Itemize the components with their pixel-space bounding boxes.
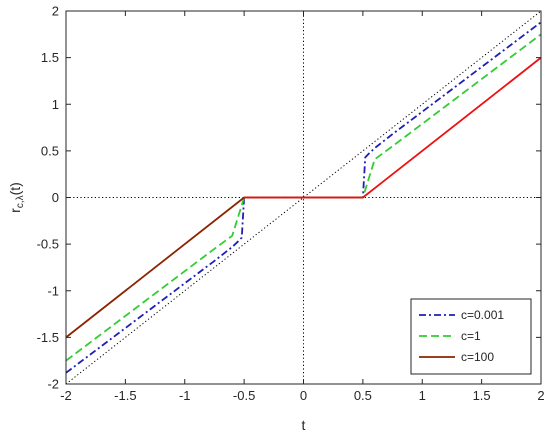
x-tick-label: -2 bbox=[60, 388, 72, 403]
y-axis-label: rc,λ(t) bbox=[7, 182, 26, 213]
plot-frame bbox=[65, 10, 542, 385]
y-tick-label: 2 bbox=[52, 4, 59, 19]
legend-label-c-0-001: c=0.001 bbox=[461, 308, 504, 322]
x-tick-label: 0.5 bbox=[354, 388, 372, 403]
series-lines bbox=[65, 21, 542, 374]
x-tick-label: 1 bbox=[419, 388, 426, 403]
y-tick-label: -1 bbox=[47, 283, 59, 298]
y-tick-label: 1 bbox=[52, 97, 59, 112]
y-tick-label: 1.5 bbox=[41, 50, 59, 65]
legend: c=0.001 c=1 c=100 bbox=[410, 298, 532, 375]
series-line-c-100 bbox=[65, 196, 363, 339]
y-axis-label-subscript: c,λ bbox=[15, 195, 26, 208]
y-tick-label: 0.5 bbox=[41, 143, 59, 158]
y-tick-label: -0.5 bbox=[37, 237, 59, 252]
y-tick-label: -1.5 bbox=[37, 330, 59, 345]
x-tick-label: 1.5 bbox=[473, 388, 491, 403]
legend-label-c-100: c=100 bbox=[461, 350, 494, 364]
x-tick-label: 2 bbox=[537, 388, 544, 403]
x-tick-label: -1 bbox=[179, 388, 191, 403]
y-axis-label-argument: (t) bbox=[7, 182, 23, 195]
x-tick-label: -1.5 bbox=[114, 388, 136, 403]
tick-labels: -2 -1.5 -1 -0.5 0 0.5 1 1.5 2 -2 -1.5 -1 -0.5 0 0.5 1 1.… bbox=[37, 4, 545, 404]
y-tick-label: 0 bbox=[52, 190, 59, 205]
x-axis-label: t bbox=[302, 417, 306, 433]
reference-lines bbox=[65, 10, 542, 385]
legend-label-c-1: c=1 bbox=[461, 329, 481, 343]
y-tick-label: -2 bbox=[47, 377, 59, 392]
y-axis-label-main: r bbox=[7, 208, 23, 213]
legend-items: c=0.001 c=1 c=100 bbox=[419, 308, 504, 364]
x-tick-label: -0.5 bbox=[233, 388, 255, 403]
x-tick-label: 0 bbox=[300, 388, 307, 403]
series-line-unlabeled-3 bbox=[244, 56, 542, 199]
